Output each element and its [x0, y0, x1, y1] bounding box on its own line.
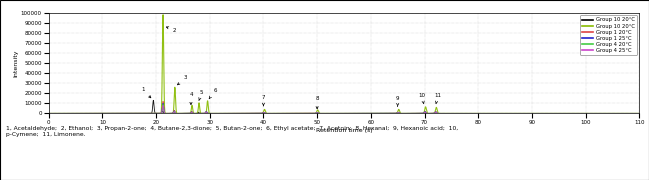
Text: 1, Acetaldehyde;  2, Ethanol;  3, Propan-2-one;  4, Butane-2,3-dione;  5, Butan-: 1, Acetaldehyde; 2, Ethanol; 3, Propan-2…	[6, 126, 459, 137]
Text: 4: 4	[190, 92, 193, 105]
X-axis label: Retention time (s): Retention time (s)	[315, 128, 373, 133]
Text: 11: 11	[434, 93, 441, 104]
Text: 2: 2	[166, 27, 177, 33]
Text: 5: 5	[199, 90, 203, 101]
Text: 8: 8	[315, 96, 319, 109]
Text: 9: 9	[396, 96, 399, 106]
Text: 10: 10	[419, 93, 425, 104]
Text: 3: 3	[178, 75, 188, 85]
Text: 6: 6	[209, 88, 217, 98]
Legend: Group 10 20°C, Group 10 20°C, Group 1 20°C, Group 1 25°C, Group 4 20°C, Group 4 : Group 10 20°C, Group 10 20°C, Group 1 20…	[580, 15, 637, 55]
Text: 1: 1	[141, 87, 151, 98]
Text: 7: 7	[262, 95, 265, 106]
Y-axis label: Intensity: Intensity	[13, 49, 18, 77]
